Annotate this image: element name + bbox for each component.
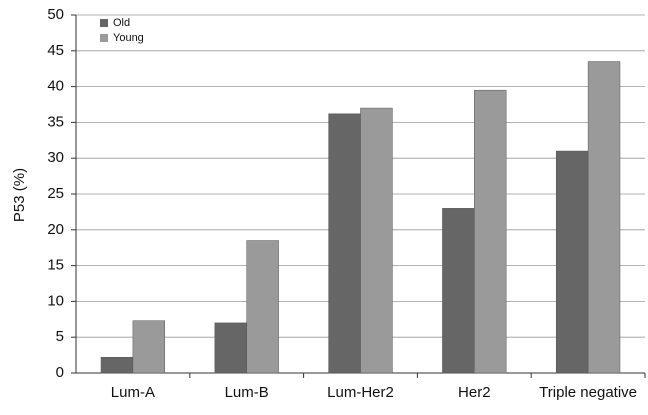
y-tick-label: 15: [47, 257, 64, 274]
x-tick-label: Her2: [458, 384, 491, 401]
legend-label: Young: [113, 32, 144, 44]
bar: [360, 107, 393, 374]
y-tick-label: 25: [47, 185, 64, 202]
x-tick-label: Lum-A: [111, 384, 155, 401]
bar: [587, 61, 621, 374]
bar: [328, 113, 361, 374]
y-tick-label: 35: [47, 113, 64, 130]
legend-swatch: [100, 19, 108, 27]
bar: [246, 240, 279, 374]
bar: [100, 356, 134, 374]
bar: [442, 208, 475, 374]
bar: [555, 150, 589, 374]
y-tick-label: 30: [47, 149, 64, 166]
y-tick-label: 0: [56, 364, 64, 381]
x-tick-label: Triple negative: [539, 384, 637, 401]
y-tick-label: 20: [47, 221, 64, 238]
bar: [132, 320, 166, 374]
bar: [214, 322, 247, 374]
bar: [474, 89, 507, 374]
y-tick-label: 10: [47, 292, 64, 309]
x-tick-label: Lum-Her2: [327, 384, 394, 401]
y-tick-label: 45: [47, 42, 64, 59]
x-tick-label: Lum-B: [225, 384, 269, 401]
y-tick-label: 40: [47, 78, 64, 95]
legend-swatch: [100, 34, 108, 42]
legend-label: Old: [113, 17, 130, 29]
y-tick-label: 50: [47, 6, 64, 23]
y-tick-label: 5: [56, 328, 64, 345]
y-axis-label: P53 (%): [11, 168, 28, 222]
